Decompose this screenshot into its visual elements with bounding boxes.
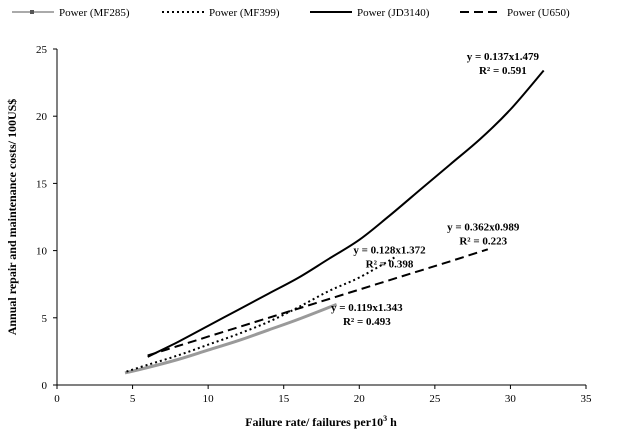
- y-axis-title: Annual repair and maintenance costs/ 100…: [5, 99, 19, 336]
- series-group: [124, 69, 545, 375]
- equation-label-0: y = 0.137x1.479: [467, 51, 540, 63]
- legend-label-2: Power (JD3140): [357, 7, 430, 19]
- y-tick-label: 20: [36, 111, 48, 123]
- r-squared-label-3: R² = 0.493: [343, 316, 391, 328]
- legend-label-0: Power (MF285): [59, 7, 130, 19]
- legend-label-1: Power (MF399): [209, 7, 280, 19]
- annotations: y = 0.137x1.479 R² = 0.591 y = 0.362x0.989…: [331, 51, 539, 328]
- legend-label-3: Power (U650): [507, 7, 570, 19]
- series-line-3: [147, 248, 489, 357]
- equation-label-2: y = 0.128x1.372: [353, 244, 426, 256]
- r-squared-label-1: R² = 0.223: [459, 235, 507, 247]
- x-tick-label: 25: [429, 393, 441, 405]
- ticks: 0 5 10 15 20 25 30 35 0 5 10 15 20 25: [36, 44, 592, 405]
- x-tick-label: 35: [581, 393, 593, 405]
- y-tick-label: 25: [36, 44, 48, 56]
- series-line-0: [124, 302, 338, 375]
- equation-label-3: y = 0.119x1.343: [331, 302, 403, 314]
- x-tick-label: 10: [203, 393, 215, 405]
- x-tick-label: 15: [278, 393, 290, 405]
- legend: Power (MF285) Power (MF399) Power (JD3140)…: [12, 7, 570, 19]
- x-axis-title: Failure rate/ failures per103 h: [245, 414, 397, 429]
- y-tick-label: 5: [42, 313, 48, 325]
- x-tick-label: 5: [130, 393, 136, 405]
- y-tick-label: 15: [36, 178, 48, 190]
- x-tick-label: 0: [54, 393, 60, 405]
- y-tick-label: 0: [42, 380, 48, 392]
- y-tick-label: 10: [36, 246, 48, 258]
- x-tick-label: 20: [354, 393, 366, 405]
- series-line-2: [147, 69, 545, 358]
- equation-label-1: y = 0.362x0.989: [447, 221, 520, 233]
- x-tick-label: 30: [505, 393, 517, 405]
- r-squared-label-2: R² = 0.398: [366, 258, 414, 270]
- axes: [56, 49, 586, 386]
- legend-marker-0: [30, 10, 34, 14]
- r-squared-label-0: R² = 0.591: [479, 65, 527, 77]
